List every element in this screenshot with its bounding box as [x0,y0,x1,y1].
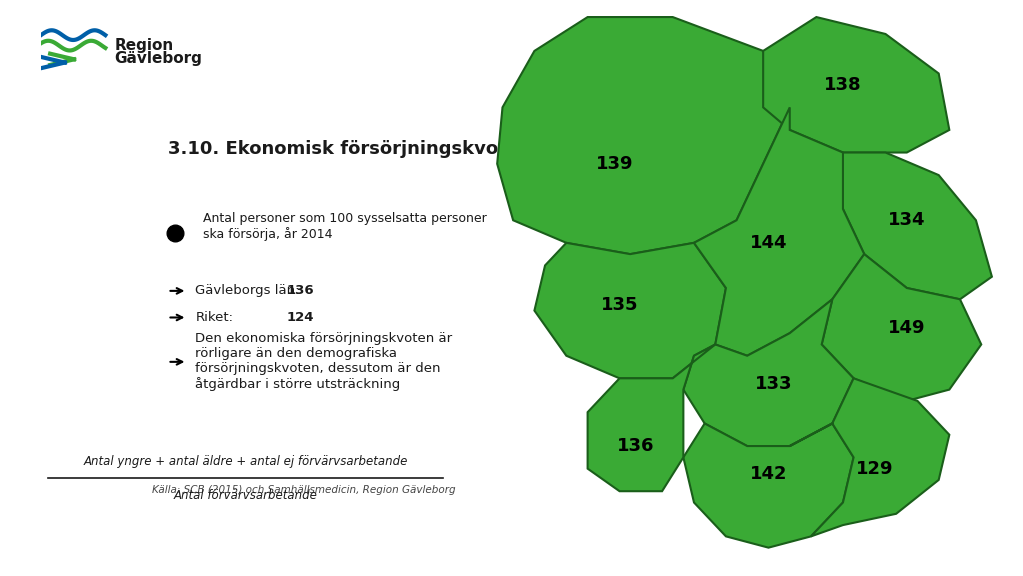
Text: 133: 133 [755,375,793,393]
Polygon shape [683,300,853,446]
Text: Antal förvärvsarbetande: Antal förvärvsarbetande [174,489,317,502]
Text: 129: 129 [856,460,894,478]
Polygon shape [534,243,726,378]
Polygon shape [843,153,992,300]
Text: 149: 149 [888,319,926,336]
Polygon shape [790,378,949,536]
Text: 134: 134 [888,211,926,229]
Text: 3.10. Ekonomisk försörjningskvot: 3.10. Ekonomisk försörjningskvot [168,140,506,158]
Polygon shape [587,344,715,491]
Text: Källa: SCB (2015) och Samhällsmedicin, Region Gävleborg: Källa: SCB (2015) och Samhällsmedicin, R… [151,485,455,495]
Text: Region: Region [115,37,174,52]
Polygon shape [763,17,949,153]
Text: 144: 144 [750,234,788,252]
Text: Antal yngre + antal äldre + antal ej förvärvsarbetande: Antal yngre + antal äldre + antal ej för… [83,456,408,468]
Polygon shape [683,423,853,548]
Text: 142: 142 [750,465,788,483]
Text: 139: 139 [595,155,633,173]
Text: Gävleborgs län:: Gävleborgs län: [195,285,300,297]
Polygon shape [497,17,790,254]
Text: Riket:: Riket: [195,311,233,324]
Text: 138: 138 [825,76,861,94]
Text: Den ekonomiska försörjningskvoten är
rörligare än den demografiska
försörjningsk: Den ekonomiska försörjningskvoten är rör… [195,332,452,392]
Text: 135: 135 [601,296,638,314]
Polygon shape [821,254,981,401]
Text: 124: 124 [286,311,314,324]
Text: Gävleborg: Gävleborg [115,51,203,66]
Polygon shape [694,107,864,356]
Text: Antal personer som 100 sysselsatta personer
ska försörja, år 2014: Antal personer som 100 sysselsatta perso… [204,212,487,241]
Text: 136: 136 [286,285,314,297]
Text: 136: 136 [617,437,655,455]
